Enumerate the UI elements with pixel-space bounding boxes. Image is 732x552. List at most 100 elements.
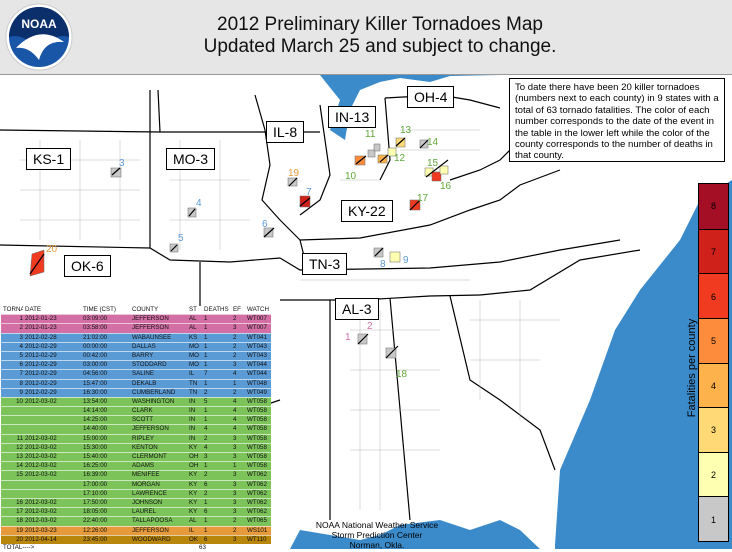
- table-cell: 2012-03-02: [25, 397, 57, 405]
- table-cell: 03:09:00: [83, 315, 108, 323]
- table-cell: KS: [189, 333, 198, 341]
- state-label-il: IL-8: [266, 121, 305, 143]
- table-cell: OH: [189, 462, 199, 470]
- tornado-number: 4: [196, 198, 202, 209]
- legend-label: 6: [710, 291, 716, 302]
- legend-swatch: 8: [699, 184, 728, 229]
- table-cell: OK: [189, 535, 198, 543]
- table-cell: 03:58:00: [83, 324, 108, 332]
- table-cell: WT058: [247, 397, 267, 405]
- table-cell: 14:14:00: [83, 407, 108, 415]
- table-cell: IL: [189, 370, 195, 378]
- tornado-number: 11: [365, 129, 376, 140]
- state-label-oh: OH-4: [407, 86, 455, 108]
- table-header-cell: DEATHS: [204, 306, 229, 313]
- table-cell: 1: [233, 462, 237, 470]
- table-cell: 4: [204, 443, 208, 451]
- table-cell: WT058: [247, 462, 267, 470]
- state-label-mo: MO-3: [166, 148, 215, 170]
- table-cell: KY: [189, 489, 198, 497]
- table-cell: 7: [19, 370, 23, 378]
- table-cell: 3: [233, 453, 237, 460]
- table-row: 14 2012-03-02 16:25:00 ADAMS OH 1 1 WT058: [1, 461, 271, 471]
- table-cell: 4: [19, 342, 23, 350]
- table-cell: 2: [233, 517, 237, 525]
- table-cell: WT007: [247, 324, 267, 332]
- table-cell: IN: [189, 397, 196, 405]
- legend-label: 3: [710, 425, 716, 436]
- table-cell: 3: [233, 434, 237, 442]
- table-cell: 7: [204, 370, 208, 378]
- legend-swatch: 7: [699, 228, 728, 274]
- table-cell: TALLAPOOSA: [132, 517, 173, 525]
- table-cell: TN: [189, 379, 198, 387]
- table-cell: 1: [204, 498, 208, 506]
- table-cell: 3: [19, 333, 23, 341]
- table-cell: 16: [16, 498, 23, 506]
- svg-text:NOAA: NOAA: [21, 17, 57, 31]
- table-cell: AL: [189, 517, 197, 525]
- table-cell: LAUREL: [132, 508, 157, 516]
- table-cell: IN: [189, 434, 196, 442]
- table-row: 11 2012-03-02 15:00:00 RIPLEY IN 2 3 WT058: [1, 433, 271, 443]
- table-cell: 4: [233, 416, 237, 424]
- tornado-number: 9: [403, 255, 409, 266]
- table-cell: 4: [233, 397, 237, 405]
- fatalities-legend: 1 2 3 4 5 6 7 8: [698, 183, 729, 542]
- table-cell: WT058: [247, 434, 267, 442]
- table-cell: 1: [204, 351, 208, 359]
- table-cell: 3: [233, 471, 237, 479]
- table-cell: MO: [189, 361, 199, 369]
- table-cell: WT062: [247, 471, 267, 479]
- table-cell: OH: [189, 453, 199, 460]
- map-canvas: [0, 75, 732, 549]
- table-cell: STODDARD: [132, 361, 167, 369]
- table-header-cell: WATCH: [247, 306, 269, 313]
- info-box: To date there have been 20 killer tornad…: [509, 78, 725, 162]
- table-row: 8 2012-02-29 15:47:00 DEKALB TN 1 1 WT048: [1, 378, 271, 388]
- table-cell: 2012-02-29: [25, 388, 57, 396]
- table-cell: WT007: [247, 315, 267, 323]
- table-cell: 15:40:00: [83, 453, 108, 460]
- table-cell: WT043: [247, 351, 267, 359]
- table-cell: 03:00:00: [83, 361, 108, 369]
- table-cell: 15:47:00: [83, 379, 108, 387]
- table-cell: 5: [19, 351, 23, 359]
- table-row: 1 2012-01-23 03:09:00 JEFFERSON AL 1 2 WT007: [1, 314, 271, 324]
- table-row: 2 2012-01-23 03:58:00 JEFFERSON AL 1 3 WT007: [1, 323, 271, 333]
- table-row: 19 2012-03-23 12:26:00 JEFFERSON IL 1 2 WS101: [1, 525, 271, 535]
- table-cell: 2012-02-29: [25, 351, 57, 359]
- table-cell: 22:40:00: [83, 517, 108, 525]
- table-row: 17:10:00 LAWRENCE KY 2 3 WT062: [1, 488, 271, 498]
- table-cell: LAWRENCE: [132, 489, 167, 497]
- legend-label: 2: [710, 470, 716, 481]
- county-borders: [20, 129, 560, 510]
- table-cell: WT062: [247, 489, 267, 497]
- legend-title: Fatalities per county: [686, 318, 698, 418]
- legend-label: 8: [710, 201, 716, 212]
- table-cell: KY: [189, 498, 198, 506]
- table-header-cell: TORNADO: [3, 306, 23, 313]
- table-row: 18 2012-03-02 22:40:00 TALLAPOOSA AL 1 2 WT065: [1, 516, 271, 526]
- table-row: 15 2012-03-02 16:39:00 MENIFEE KY 2 3 WT062: [1, 470, 271, 480]
- table-cell: 2: [233, 342, 237, 350]
- legend-swatch: 6: [699, 273, 728, 318]
- legend-swatch: 1: [699, 496, 728, 541]
- tornado-number: 14: [427, 137, 439, 148]
- table-cell: 3: [233, 489, 237, 497]
- table-cell: 1: [204, 526, 208, 534]
- table-cell: 16:39:00: [83, 471, 108, 479]
- state-label-al: AL-3: [335, 298, 379, 320]
- table-cell: 3: [233, 480, 237, 488]
- table-cell: KY: [189, 471, 198, 479]
- table-cell: 2: [233, 388, 237, 396]
- table-cell: 2012-02-29: [25, 379, 57, 387]
- table-cell: AL: [189, 324, 197, 332]
- table-cell: CLERMONT: [132, 453, 167, 460]
- state-label-ks: KS-1: [26, 148, 72, 170]
- table-cell: 2: [233, 333, 237, 341]
- table-cell: 1: [204, 379, 208, 387]
- table-cell: WT041: [247, 333, 267, 341]
- table-cell: JEFFERSON: [132, 324, 169, 332]
- tornado-number: 16: [440, 181, 452, 192]
